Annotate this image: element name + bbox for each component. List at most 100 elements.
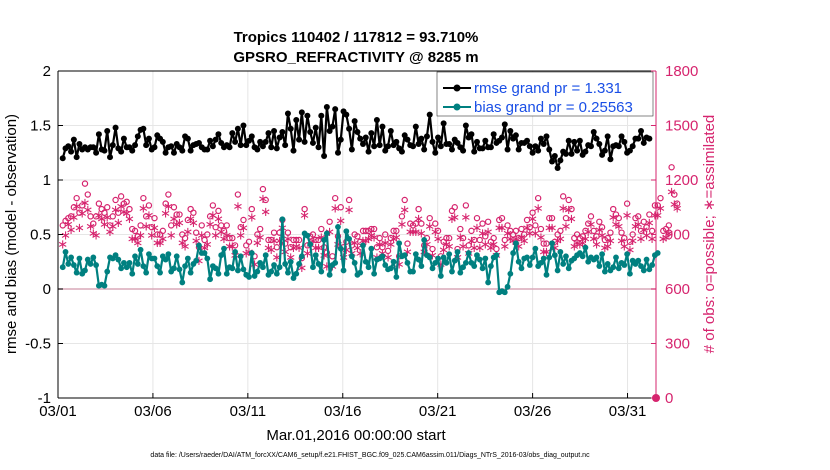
possible-marker — [401, 196, 408, 204]
rmse-point — [312, 124, 319, 131]
assimilated-marker: ∗ — [672, 201, 683, 216]
rmse-point — [415, 141, 422, 148]
y-left-tick-label: 2 — [43, 63, 51, 80]
assimilated-marker: ∗ — [630, 219, 641, 234]
y-right-tick-label: 900 — [665, 227, 690, 244]
bias-point — [218, 252, 225, 259]
bias-point — [151, 255, 158, 262]
assimilated-marker: ∗ — [132, 236, 143, 251]
legend-box — [436, 71, 654, 117]
possible-marker — [140, 194, 147, 202]
assimilated-marker: ∗ — [494, 221, 505, 236]
rmse-point — [568, 150, 575, 157]
rmse-point — [432, 149, 439, 156]
assimilated-marker: ∗ — [499, 239, 510, 254]
bias-point — [510, 250, 517, 256]
bias-point — [262, 252, 269, 259]
rmse-point — [387, 127, 394, 134]
rmse-point — [104, 127, 111, 134]
possible-marker — [229, 234, 236, 242]
possible-marker — [73, 194, 80, 202]
assimilated-marker: ∗ — [605, 234, 616, 249]
possible-marker — [673, 200, 681, 207]
bias-point — [326, 271, 333, 278]
bias-point — [62, 249, 69, 255]
possible-marker — [234, 191, 242, 198]
rmse-point — [90, 144, 97, 151]
possible-marker — [548, 214, 556, 222]
bias-point — [365, 264, 372, 271]
bias-point — [176, 266, 183, 273]
bias-point — [476, 256, 483, 263]
possible-marker — [559, 193, 567, 200]
possible-marker — [582, 227, 589, 235]
bias-point — [615, 265, 622, 272]
rmse-point — [334, 149, 341, 156]
possible-marker — [287, 244, 294, 251]
bias-point — [271, 262, 277, 268]
rmse-point — [551, 153, 558, 160]
possible-marker — [206, 213, 214, 220]
bias-point — [371, 270, 378, 277]
possible-marker — [192, 229, 200, 236]
bias-point — [454, 249, 461, 255]
possible-marker — [67, 213, 75, 220]
bias-point — [257, 259, 264, 266]
possible-marker — [671, 191, 678, 198]
assimilated-marker: ∗ — [438, 243, 449, 258]
possible-marker — [117, 193, 125, 200]
rmse-point — [323, 103, 330, 110]
rmse-point — [471, 148, 478, 155]
bias-point — [390, 258, 397, 265]
y-axis-label-right: # of obs: o=possible; ∗=assimilated — [701, 115, 718, 354]
bias-point — [446, 251, 453, 258]
possible-marker — [443, 234, 450, 242]
bias-point — [321, 237, 327, 243]
rmse-point — [554, 165, 561, 172]
possible-marker — [293, 236, 300, 244]
possible-marker — [301, 205, 308, 213]
possible-marker — [70, 204, 78, 211]
bias-point — [643, 256, 650, 263]
y-left-tick-label: 0 — [43, 281, 51, 298]
assimilated-marker: ∗ — [602, 239, 613, 254]
bias-point — [524, 254, 530, 261]
bias-point — [201, 250, 208, 256]
rmse-point — [229, 130, 236, 137]
bias-point — [460, 264, 466, 271]
assimilated-marker: ∗ — [410, 225, 421, 240]
rmse-point — [140, 125, 147, 132]
possible-marker — [370, 225, 378, 233]
assimilated-marker: ∗ — [291, 239, 302, 254]
bias-point — [410, 268, 416, 275]
possible-marker — [584, 220, 592, 227]
rmse-point — [401, 132, 408, 139]
rmse-point — [515, 146, 522, 153]
rmse-point — [410, 143, 417, 150]
rmse-point — [95, 131, 102, 138]
bias-point — [396, 240, 403, 247]
possible-marker — [382, 231, 389, 238]
bias-point — [421, 237, 428, 243]
assimilated-marker: ∗ — [171, 218, 182, 233]
possible-marker — [90, 220, 97, 227]
bias-point — [360, 242, 366, 249]
assimilated-marker: ∗ — [636, 232, 647, 247]
possible-marker — [134, 233, 142, 240]
possible-marker — [504, 222, 511, 229]
rmse-point — [59, 155, 66, 162]
possible-marker — [198, 222, 205, 229]
rmse-point — [379, 123, 386, 130]
assimilated-marker: ∗ — [163, 199, 174, 214]
rmse-point — [362, 134, 369, 141]
possible-marker — [256, 225, 264, 233]
rmse-point — [512, 132, 519, 139]
bias-point — [543, 271, 550, 278]
rmse-point — [284, 110, 291, 117]
bias-point — [626, 270, 633, 277]
assimilated-marker: ∗ — [263, 241, 274, 256]
possible-marker — [482, 233, 489, 240]
bias-point — [340, 267, 347, 274]
y-left-tick-label: -0.5 — [25, 336, 51, 353]
rmse-point — [582, 148, 589, 155]
